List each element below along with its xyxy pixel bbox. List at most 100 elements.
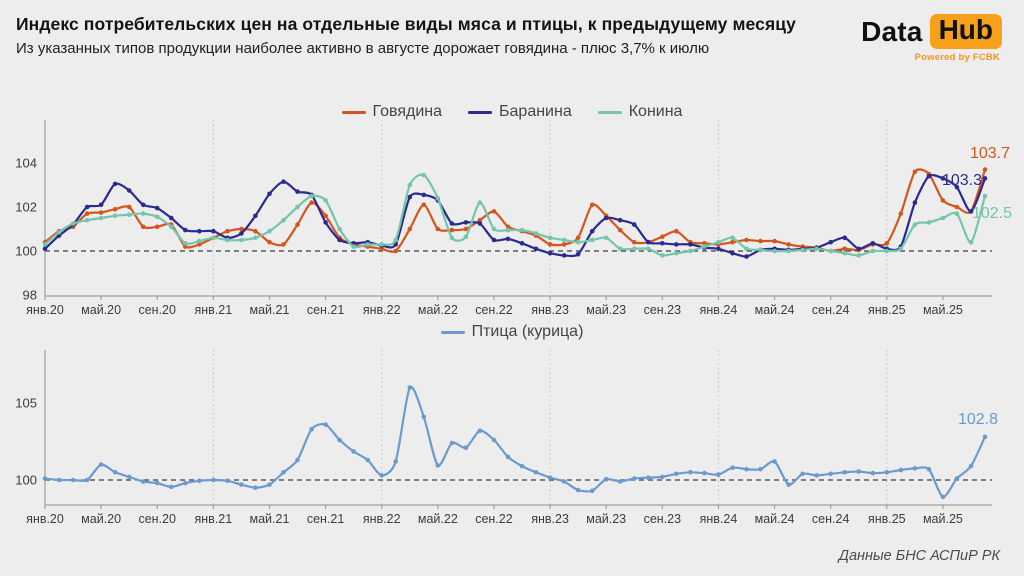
data-point	[730, 250, 735, 256]
data-point	[828, 248, 833, 254]
data-point	[898, 467, 904, 473]
data-point	[435, 195, 441, 201]
logo-word-data: Data	[861, 15, 923, 47]
end-value-label: 102.8	[958, 411, 998, 428]
data-point	[589, 202, 595, 208]
x-tick-label: май.22	[418, 512, 458, 526]
data-point	[617, 227, 623, 233]
data-point	[112, 213, 118, 219]
data-point	[449, 227, 455, 233]
data-point	[688, 470, 693, 475]
data-point	[982, 434, 988, 440]
data-point	[351, 241, 357, 246]
x-tick-label: сен.21	[307, 303, 345, 317]
data-point	[603, 476, 609, 482]
data-point	[575, 239, 581, 245]
data-point	[758, 247, 763, 253]
x-tick-label: май.21	[250, 303, 290, 317]
data-point	[407, 182, 413, 188]
data-point	[449, 221, 455, 226]
data-point	[211, 477, 216, 483]
data-point	[239, 231, 244, 236]
data-point	[617, 217, 623, 223]
legend-label-konina: Конина	[628, 103, 683, 120]
data-point	[421, 192, 427, 198]
data-point	[660, 253, 665, 258]
data-point	[393, 237, 399, 243]
data-point	[954, 476, 960, 481]
data-point	[912, 466, 918, 471]
data-point	[982, 167, 988, 172]
data-point	[295, 457, 300, 463]
data-point	[211, 235, 216, 241]
data-point	[337, 226, 342, 232]
data-point	[267, 239, 272, 245]
data-point	[940, 176, 946, 181]
data-point	[856, 246, 861, 252]
data-point	[828, 471, 833, 477]
data-point	[870, 241, 876, 246]
baranina-line-swatch	[468, 110, 493, 114]
data-point	[603, 215, 609, 221]
data-point	[98, 210, 104, 215]
data-point	[730, 465, 735, 470]
data-point	[140, 224, 146, 230]
data-point	[126, 474, 132, 480]
data-point	[660, 474, 665, 480]
data-point	[154, 224, 160, 230]
data-point	[379, 242, 385, 247]
header: Индекс потребительских цен на отдельные …	[16, 14, 816, 57]
data-point	[84, 477, 90, 483]
data-point	[519, 227, 525, 233]
data-point	[169, 484, 174, 490]
data-point	[183, 244, 188, 249]
data-point	[84, 217, 90, 223]
data-point	[56, 477, 62, 483]
data-point	[632, 222, 637, 227]
data-point	[561, 242, 567, 247]
data-point	[940, 494, 946, 500]
data-point	[323, 213, 328, 219]
data-point	[968, 239, 974, 245]
data-point	[154, 214, 160, 220]
data-point	[533, 231, 539, 236]
data-point	[491, 209, 497, 214]
data-point	[954, 184, 960, 190]
data-point	[828, 239, 833, 245]
data-point	[253, 235, 258, 241]
data-point	[197, 228, 202, 234]
data-point	[660, 241, 665, 246]
data-point	[449, 440, 455, 446]
page-subtitle: Из указанных типов продукции наиболее ак…	[16, 40, 710, 57]
data-point	[112, 181, 118, 187]
data-point	[365, 457, 371, 463]
data-point	[744, 237, 749, 243]
x-tick-label: янв.22	[363, 512, 401, 526]
data-point	[646, 475, 651, 480]
data-point	[744, 246, 749, 252]
data-point	[505, 454, 511, 460]
data-point	[253, 213, 258, 219]
data-point	[926, 466, 932, 472]
data-point	[154, 205, 160, 211]
data-point	[281, 179, 286, 184]
data-point	[632, 246, 637, 252]
y-tick-label: 104	[15, 156, 37, 171]
data-point	[814, 473, 819, 478]
data-point	[772, 459, 777, 464]
x-tick-label: сен.22	[475, 303, 513, 317]
x-tick-label: янв.24	[700, 512, 738, 526]
data-point	[702, 241, 707, 246]
data-point	[309, 193, 314, 199]
end-value-label: 103.3	[942, 172, 982, 189]
data-point	[519, 241, 525, 246]
data-point	[393, 459, 399, 464]
x-tick-label: сен.20	[138, 303, 176, 317]
x-tick-label: янв.25	[868, 512, 906, 526]
data-point	[842, 470, 847, 475]
data-point	[982, 176, 988, 181]
data-point	[730, 235, 735, 241]
data-point	[267, 228, 272, 234]
data-point	[421, 172, 427, 178]
